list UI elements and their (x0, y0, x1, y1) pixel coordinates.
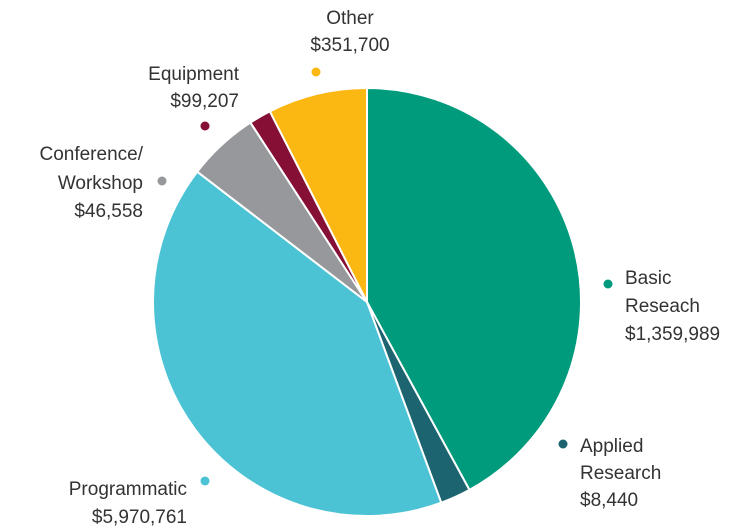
legend-dot-programmatic (200, 476, 210, 486)
pie-slice-programmatic (152, 170, 443, 517)
slice-value-applied-research: $8,440 (580, 490, 638, 511)
legend-dot-applied-research (558, 439, 568, 449)
slice-label-programmatic: Programmatic (69, 479, 187, 500)
slice-value-basic-reseach: $1,359,989 (625, 324, 720, 345)
slice-value-programmatic: $5,970,761 (92, 507, 187, 528)
slice-label-applied-research: Applied (580, 436, 643, 457)
slice-label-basic-reseach: Basic (625, 268, 671, 289)
slice-label-other: Other (326, 8, 374, 29)
slice-label-equipment: Equipment (148, 64, 240, 85)
legend-dot-equipment (200, 121, 210, 131)
slice-label-conference-workshop: Workshop (58, 173, 143, 194)
slice-label-applied-research: Research (580, 463, 661, 484)
slice-value-other: $351,700 (310, 35, 389, 56)
slice-labels: Basic Reseach $1,359,989 Applied Research $8,… (39, 8, 720, 528)
pie-slice-other (268, 87, 368, 303)
legend-dot-conference-workshop (157, 176, 167, 186)
legend-dot-basic-reseach (603, 279, 613, 289)
pie-slices (152, 87, 583, 517)
slice-value-conference-workshop: $46,558 (74, 201, 143, 222)
slice-label-conference-workshop: Conference/ (39, 144, 143, 165)
slice-value-equipment: $99,207 (170, 91, 239, 112)
legend-dot-other (311, 67, 321, 77)
pie-slice-basic-reseach (366, 87, 583, 491)
slice-label-basic-reseach: Reseach (625, 296, 700, 317)
